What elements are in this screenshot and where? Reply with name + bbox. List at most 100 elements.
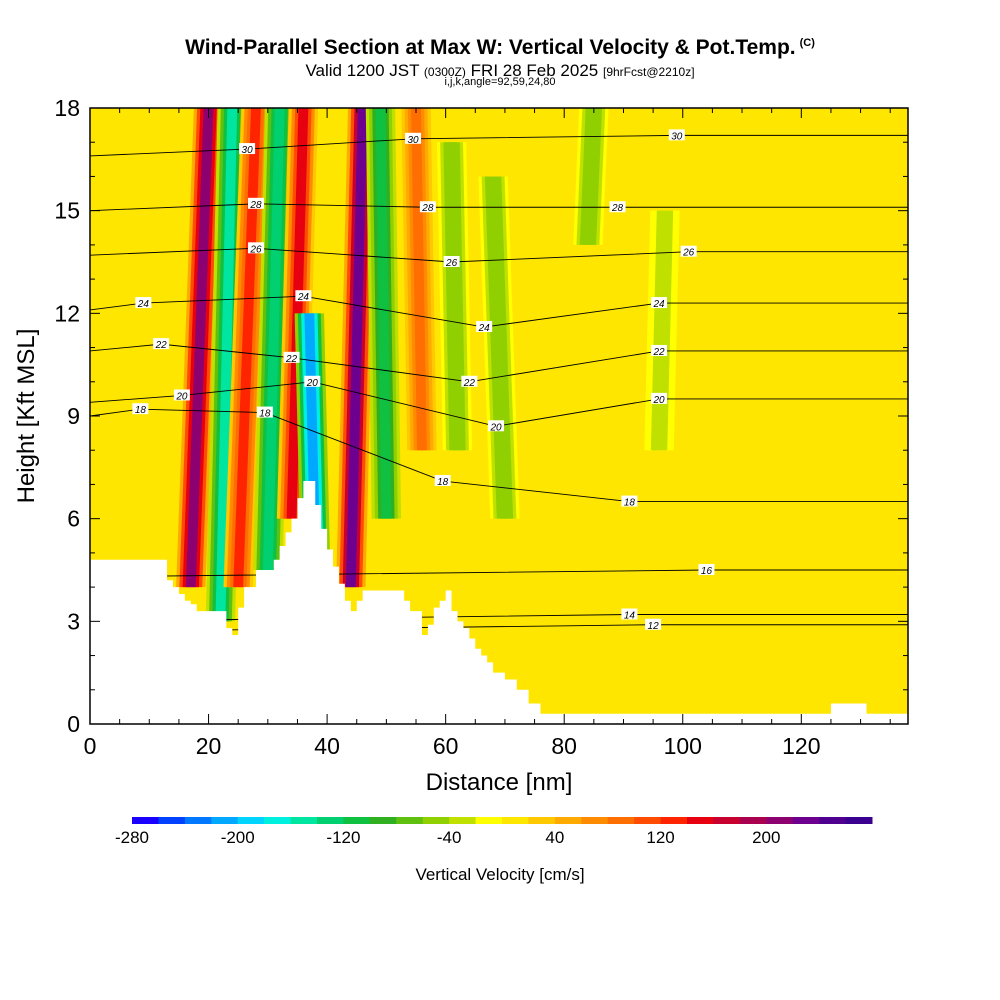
isentrope-label-text: 20 bbox=[175, 391, 188, 402]
vv-band bbox=[345, 108, 368, 588]
colorbar-swatch bbox=[713, 817, 741, 824]
isentrope-label-text: 20 bbox=[489, 422, 502, 433]
isentrope-label-text: 26 bbox=[249, 244, 262, 255]
chart-title-text: Wind-Parallel Section at Max W: Vertical… bbox=[185, 36, 796, 59]
isentrope-label-text: 20 bbox=[306, 378, 319, 389]
isentrope-label-bg bbox=[132, 403, 149, 415]
chart-subtitle: Valid 1200 JST (0300Z) FRI 28 Feb 2025 [… bbox=[0, 61, 1000, 81]
isentrope-label-bg bbox=[621, 495, 638, 507]
chart-title: Wind-Parallel Section at Max W: Vertical… bbox=[0, 36, 1000, 60]
x-tick-label: 0 bbox=[84, 733, 97, 759]
vv-band bbox=[654, 210, 670, 451]
isentrope-label: 24 bbox=[476, 321, 493, 334]
colorbar-swatch bbox=[264, 817, 292, 824]
plot-area: 30 30 30 28 28 28 26 26 26 24 24 24 24 22 22 22 22 20 20 20… bbox=[89, 107, 909, 725]
x-axis-title: Distance [nm] bbox=[426, 769, 573, 796]
isentrope-label-bg bbox=[153, 338, 170, 350]
isentrope-label-text: 24 bbox=[297, 292, 310, 303]
isentrope-label: 26 bbox=[443, 256, 460, 269]
isentrope-label: 30 bbox=[668, 129, 685, 142]
colorbar-tick-label: -120 bbox=[326, 828, 360, 847]
colorbar-swatch bbox=[581, 817, 609, 824]
vv-band bbox=[375, 108, 392, 519]
isentrope-label-text: 22 bbox=[652, 347, 665, 358]
colorbar-tick-label: -280 bbox=[115, 828, 149, 847]
colorbar-swatch bbox=[739, 817, 767, 824]
y-tick-label: 0 bbox=[67, 711, 80, 737]
vv-band bbox=[304, 313, 321, 553]
isentrope-label: 26 bbox=[680, 245, 697, 259]
isentrope-label: 28 bbox=[247, 197, 264, 211]
isentrope-label: 20 bbox=[304, 375, 321, 389]
colorbar-swatch bbox=[449, 817, 477, 824]
isentrope-label: 22 bbox=[461, 375, 478, 389]
isentrope-label-bg bbox=[304, 375, 321, 387]
isentrope-label-bg bbox=[651, 344, 668, 356]
isentrope-label: 20 bbox=[488, 420, 505, 433]
isentrope-20 bbox=[90, 381, 908, 427]
isentrope-label-text: 18 bbox=[437, 477, 449, 488]
subtitle-z: (0300Z) bbox=[423, 65, 466, 79]
colorbar: -280 -200 -120 -40 40 120 200 bbox=[115, 817, 873, 847]
colorbar-tick-label: 40 bbox=[545, 828, 564, 847]
isentrope-label: 16 bbox=[698, 564, 715, 577]
isentrope-label-bg bbox=[405, 132, 422, 144]
subtitle-fcst: [9hrFcst@2210z] bbox=[602, 65, 695, 79]
x-tick-label: 40 bbox=[314, 733, 340, 759]
isentrope-label-text: 30 bbox=[242, 145, 254, 156]
x-tick-label: 60 bbox=[433, 733, 459, 759]
vv-band bbox=[215, 108, 238, 622]
y-tick-label: 12 bbox=[54, 300, 80, 326]
terrain-mask bbox=[90, 481, 908, 724]
subtitle-date: FRI 28 Feb 2025 bbox=[470, 61, 599, 80]
isentrope-label-text: 22 bbox=[285, 354, 298, 365]
isentrope-label-bg bbox=[247, 242, 264, 254]
isentrope-label-bg bbox=[247, 197, 264, 209]
isentrope-label: 18 bbox=[434, 475, 451, 488]
colorbar-swatch bbox=[845, 817, 873, 824]
vv-band bbox=[488, 176, 510, 519]
isentrope-label-text: 30 bbox=[671, 131, 683, 142]
title-mark: (C) bbox=[799, 37, 815, 49]
isentrope-label-bg bbox=[443, 256, 460, 267]
subtitle-valid: Valid 1200 JST bbox=[305, 61, 420, 80]
y-tick-label: 9 bbox=[67, 403, 80, 429]
isentrope-label-text: 22 bbox=[155, 340, 168, 351]
isentrope-label-text: 26 bbox=[682, 248, 695, 259]
isentrope-label: 26 bbox=[247, 242, 264, 255]
isentrope-label-text: 18 bbox=[624, 498, 636, 509]
isentrope-label: 20 bbox=[173, 389, 190, 402]
chart-subtitle-ijk: i,j,k,angle=92,59,24,80 bbox=[0, 76, 1000, 88]
colorbar-swatch bbox=[660, 817, 688, 824]
colorbar-swatch bbox=[132, 817, 159, 824]
colorbar-swatch bbox=[343, 817, 371, 824]
isentrope-label: 14 bbox=[621, 608, 638, 621]
colorbar-swatch bbox=[554, 817, 582, 824]
isentrope-label-bg bbox=[434, 475, 451, 487]
colorbar-swatch bbox=[528, 817, 556, 824]
isentrope-label: 28 bbox=[609, 201, 626, 214]
colorbar-swatch bbox=[369, 817, 397, 824]
isentrope-label-bg bbox=[698, 564, 715, 575]
isentrope-label: 30 bbox=[405, 132, 422, 146]
vv-band bbox=[233, 108, 261, 588]
y-axis-title: Height [Kft MSL] bbox=[13, 329, 40, 504]
isentrope-label-text: 12 bbox=[648, 621, 660, 632]
isentrope-label-bg bbox=[461, 375, 478, 387]
isentrope-label-text: 16 bbox=[701, 566, 713, 577]
x-axis: 0 20 40 60 80 100 120 bbox=[84, 108, 891, 759]
colorbar-swatch bbox=[237, 817, 265, 824]
isentrope-label: 18 bbox=[132, 403, 149, 416]
isentrope-label-text: 24 bbox=[652, 299, 665, 310]
isentrope-label-text: 18 bbox=[135, 405, 147, 416]
isentrope-label-text: 18 bbox=[259, 409, 271, 420]
x-tick-label: 100 bbox=[664, 733, 702, 759]
isentrope-label-bg bbox=[651, 297, 668, 309]
subtitle-ijk: i,j,k,angle=92,59,24,80 bbox=[444, 76, 556, 88]
isentrope-label: 18 bbox=[621, 495, 638, 509]
isentrope-label-bg bbox=[239, 143, 256, 155]
isentrope-label-text: 28 bbox=[249, 200, 262, 211]
isentrope-label-bg bbox=[668, 129, 685, 141]
colorbar-tick-label: -200 bbox=[221, 828, 255, 847]
